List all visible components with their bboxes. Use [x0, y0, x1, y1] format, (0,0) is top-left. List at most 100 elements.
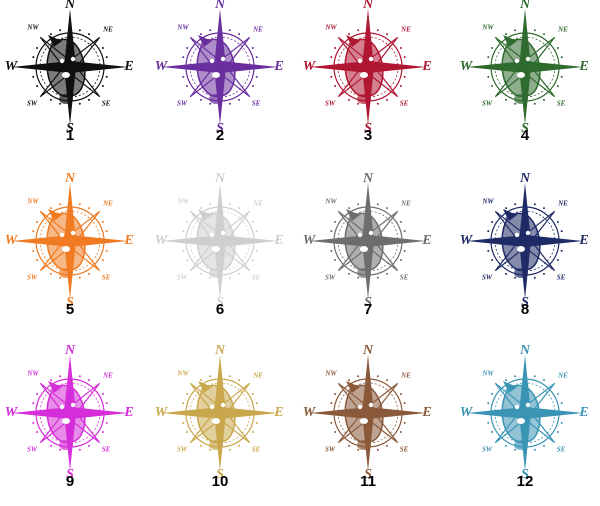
- compass-northeast-label: NE: [102, 372, 113, 380]
- compass-south-label: S: [216, 295, 224, 310]
- compass-southwest-label: SW: [27, 274, 38, 282]
- compass-south-label: S: [364, 121, 372, 136]
- compass-west-label: W: [303, 405, 317, 420]
- compass-east-label: E: [123, 233, 133, 248]
- compass-east-label: E: [578, 233, 588, 248]
- compass-tile: N S E W NW NE SW SE 9: [5, 343, 135, 506]
- compass-northwest-label: NW: [481, 370, 494, 378]
- compass-east-label: E: [421, 59, 431, 74]
- compass-tile: N S E W NW NE SW SE 3: [303, 0, 433, 160]
- compass-south-label: S: [66, 467, 74, 482]
- design-number: 12: [516, 473, 534, 490]
- compass-east-label: E: [273, 405, 283, 420]
- compass-northwest-label: NW: [481, 198, 494, 206]
- compass-southeast-label: SE: [252, 274, 261, 282]
- compass-tile: N S E W NW NE SW SE 11: [303, 343, 433, 506]
- design-number: 10: [211, 473, 229, 490]
- compass-southeast-label: SE: [400, 446, 409, 454]
- compass-northwest-label: NW: [324, 24, 337, 32]
- compass-east-label: E: [123, 405, 133, 420]
- compass-northeast-label: NE: [557, 372, 568, 380]
- compass-southwest-label: SW: [325, 446, 336, 454]
- compass-south-label: S: [521, 467, 529, 482]
- compass-tile: N S E W NW NE SW SE 12: [460, 343, 590, 506]
- compass-north-label: N: [519, 343, 531, 358]
- compass-southeast-label: SE: [102, 446, 111, 454]
- compass-south-label: S: [364, 467, 372, 482]
- compass-tile: N S E W NW NE SW SE 5: [5, 171, 135, 334]
- compass-southwest-label: SW: [177, 100, 188, 108]
- compass-northwest-label: NW: [26, 24, 39, 32]
- compass-west-label: W: [303, 59, 317, 74]
- compass-north-label: N: [214, 343, 226, 358]
- compass-south-label: S: [521, 121, 529, 136]
- compass-west-label: W: [303, 233, 317, 248]
- design-number: 1: [65, 127, 75, 144]
- design-number: 11: [360, 473, 376, 490]
- compass-southeast-label: SE: [252, 100, 261, 108]
- compass-west-label: W: [460, 233, 474, 248]
- compass-east-label: E: [578, 59, 588, 74]
- compass-southwest-label: SW: [325, 100, 336, 108]
- compass-southeast-label: SE: [400, 100, 409, 108]
- design-number: 3: [363, 127, 373, 144]
- compass-north-label: N: [64, 0, 76, 12]
- compass-west-label: W: [460, 405, 474, 420]
- compass-southeast-label: SE: [102, 100, 111, 108]
- compass-south-label: S: [364, 295, 372, 310]
- compass-northwest-label: NW: [26, 370, 39, 378]
- compass-southwest-label: SW: [177, 446, 188, 454]
- compass-northeast-label: NE: [252, 372, 263, 380]
- compass-northeast-label: NE: [102, 200, 113, 208]
- compass-southwest-label: SW: [325, 274, 336, 282]
- compass-northeast-label: NE: [252, 200, 263, 208]
- compass-east-label: E: [273, 233, 283, 248]
- compass-northwest-label: NW: [176, 198, 189, 206]
- compass-north-label: N: [362, 343, 374, 358]
- design-number: 4: [520, 127, 530, 144]
- compass-tile: N S E W NW NE SW SE 6: [155, 171, 285, 334]
- compass-northwest-label: NW: [176, 24, 189, 32]
- compass-tile: N S E W NW NE SW SE 7: [303, 171, 433, 334]
- compass-north-label: N: [362, 0, 374, 12]
- compass-southeast-label: SE: [252, 446, 261, 454]
- compass-east-label: E: [421, 405, 431, 420]
- design-number: 5: [65, 301, 75, 318]
- design-number: 8: [520, 301, 530, 318]
- compass-northwest-label: NW: [324, 198, 337, 206]
- compass-southwest-label: SW: [27, 446, 38, 454]
- compass-north-label: N: [214, 171, 226, 186]
- compass-tile: N S E W NW NE SW SE 4: [460, 0, 590, 160]
- compass-tile: N S E W NW NE SW SE 1: [5, 0, 135, 160]
- compass-north-label: N: [362, 171, 374, 186]
- compass-west-label: W: [5, 405, 19, 420]
- compass-northeast-label: NE: [102, 26, 113, 34]
- compass-southeast-label: SE: [400, 274, 409, 282]
- compass-northwest-label: NW: [324, 370, 337, 378]
- design-number: 2: [215, 127, 225, 144]
- compass-southwest-label: SW: [482, 446, 493, 454]
- compass-northeast-label: NE: [557, 200, 568, 208]
- compass-tile: N S E W NW NE SW SE 10: [155, 343, 285, 506]
- compass-north-label: N: [519, 0, 531, 12]
- compass-east-label: E: [123, 59, 133, 74]
- compass-tile: N S E W NW NE SW SE 2: [155, 0, 285, 160]
- compass-west-label: W: [5, 233, 19, 248]
- design-number: 6: [215, 301, 225, 318]
- compass-south-label: S: [216, 467, 224, 482]
- design-number: 7: [363, 301, 373, 318]
- compass-southwest-label: SW: [177, 274, 188, 282]
- compass-northeast-label: NE: [400, 26, 411, 34]
- compass-northwest-label: NW: [176, 370, 189, 378]
- compass-east-label: E: [273, 59, 283, 74]
